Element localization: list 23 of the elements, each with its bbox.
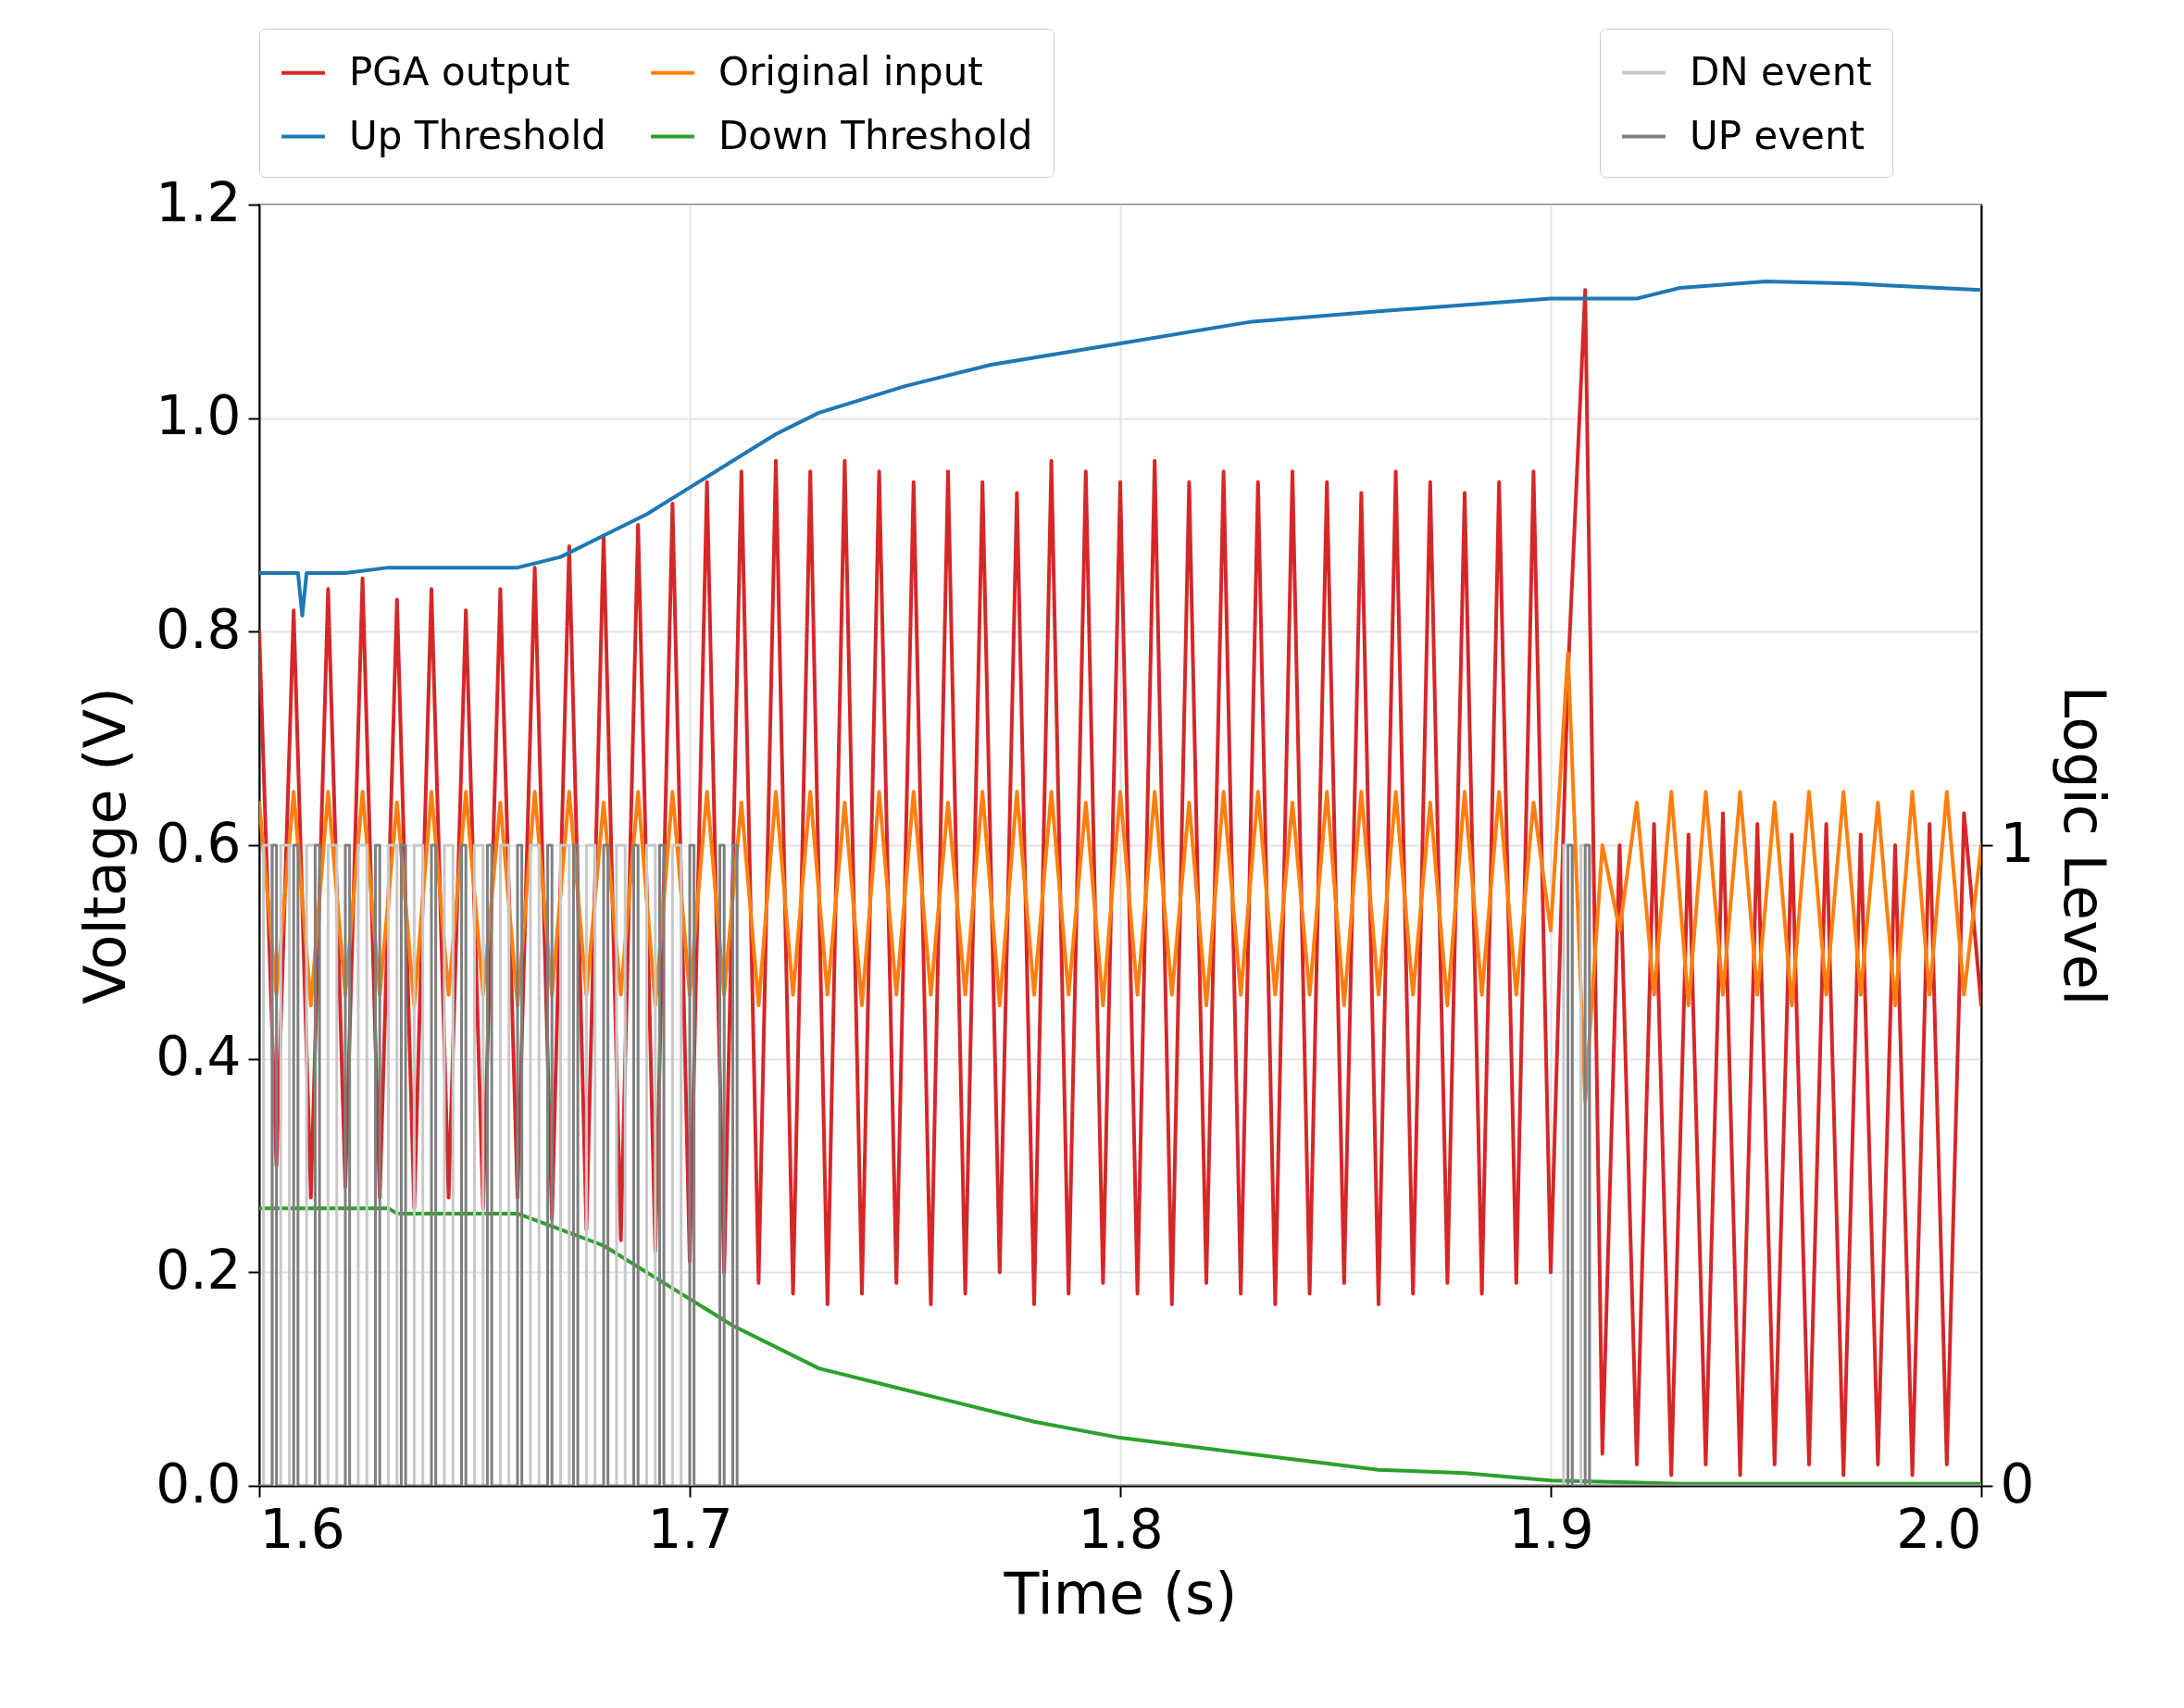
x-tick-label: 1.6: [259, 1497, 345, 1561]
y-tick-label: 0.2: [156, 1238, 242, 1302]
y-tick-label: 1.2: [156, 170, 242, 234]
y-tick-label: 0.0: [156, 1452, 242, 1515]
y2-axis-title: Logic Level: [2051, 685, 2119, 1006]
y-axis-title: Voltage (V): [71, 686, 140, 1005]
legend-label: PGA output: [349, 48, 570, 94]
legend-label: Original input: [718, 48, 983, 94]
legend-label: Up Threshold: [349, 112, 606, 158]
legend-label: UP event: [1690, 112, 1866, 158]
legend-label: Down Threshold: [718, 112, 1033, 158]
y-tick-label: 1.0: [156, 384, 242, 448]
y2-tick-label: 0: [2000, 1452, 2035, 1515]
y2-tick-label: 1: [2000, 811, 2035, 875]
x-axis-title: Time (s): [1003, 1559, 1238, 1627]
y-tick-label: 0.6: [156, 811, 242, 875]
x-tick-label: 1.8: [1078, 1497, 1164, 1561]
y-tick-label: 0.8: [156, 597, 242, 661]
x-tick-label: 1.9: [1508, 1497, 1594, 1561]
legend-label: DN event: [1690, 48, 1872, 94]
y-tick-label: 0.4: [156, 1025, 242, 1089]
x-tick-label: 1.7: [647, 1497, 733, 1561]
x-tick-label: 2.0: [1896, 1497, 1982, 1561]
